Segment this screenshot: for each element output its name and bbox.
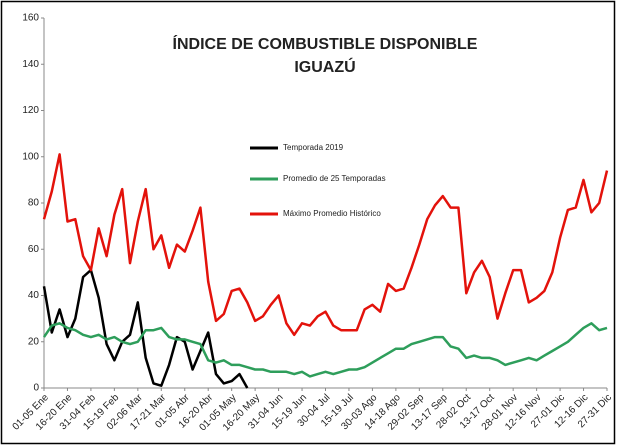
y-tick-label: 60 <box>28 244 40 255</box>
legend-label: Temporada 2019 <box>283 143 344 152</box>
chart-title: ÍNDICE DE COMBUSTIBLE DISPONIBLE <box>173 34 478 53</box>
y-tick-label: 140 <box>22 59 39 70</box>
legend-label: Máximo Promedio Histórico <box>283 209 381 218</box>
y-tick-label: 80 <box>28 198 40 209</box>
series-line <box>42 322 608 378</box>
series-line <box>42 268 249 389</box>
y-tick-label: 120 <box>22 105 39 116</box>
y-tick-label: 160 <box>22 13 39 24</box>
legend-label: Promedio de 25 Temporadas <box>283 174 386 183</box>
series-line <box>42 153 609 337</box>
y-tick-label: 100 <box>22 151 39 162</box>
y-tick-label: 40 <box>28 290 40 301</box>
chart-subtitle: IGUAZÚ <box>294 57 355 76</box>
y-tick-label: 0 <box>33 383 39 394</box>
y-tick-label: 20 <box>28 336 40 347</box>
